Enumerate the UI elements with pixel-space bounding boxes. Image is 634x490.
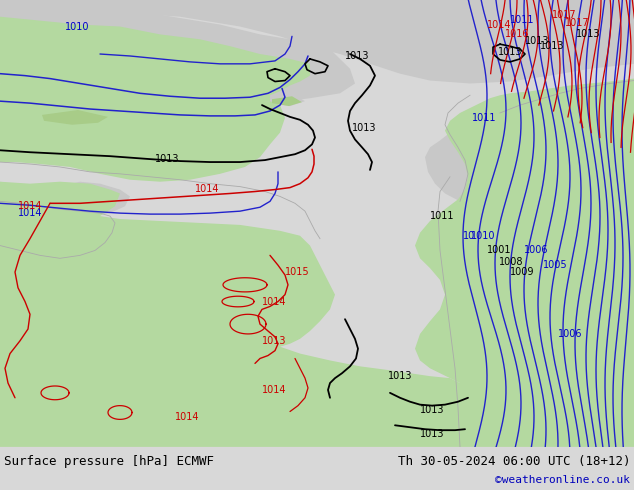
Text: 1013: 1013	[388, 371, 413, 381]
Text: 1009: 1009	[510, 267, 534, 277]
Text: 1006: 1006	[558, 329, 583, 339]
Polygon shape	[40, 108, 110, 125]
Text: 1014: 1014	[262, 296, 287, 307]
Polygon shape	[0, 20, 310, 103]
Text: ©weatheronline.co.uk: ©weatheronline.co.uk	[495, 475, 630, 485]
Text: 1011: 1011	[472, 113, 496, 123]
Polygon shape	[0, 182, 130, 447]
Text: 1010: 1010	[65, 22, 89, 31]
Polygon shape	[0, 17, 110, 36]
Polygon shape	[272, 96, 302, 106]
Text: 1005: 1005	[543, 260, 567, 270]
Text: 1015: 1015	[285, 267, 309, 277]
Polygon shape	[42, 110, 108, 125]
Text: 1016: 1016	[505, 29, 529, 39]
Polygon shape	[0, 0, 355, 113]
Polygon shape	[0, 0, 40, 74]
Text: 1017: 1017	[552, 10, 577, 20]
Text: 1013: 1013	[420, 429, 444, 439]
Text: 1013: 1013	[498, 47, 522, 57]
Text: 1013: 1013	[576, 29, 600, 39]
Text: 1013: 1013	[155, 154, 179, 164]
Polygon shape	[0, 182, 460, 447]
Text: 1001: 1001	[487, 245, 512, 255]
Polygon shape	[270, 95, 305, 106]
Text: 1013: 1013	[540, 41, 564, 51]
Polygon shape	[425, 93, 634, 447]
Text: Surface pressure [hPa] ECMWF: Surface pressure [hPa] ECMWF	[4, 455, 214, 468]
Text: 1014: 1014	[487, 20, 512, 29]
Text: 1014: 1014	[195, 184, 219, 194]
Text: 1013: 1013	[345, 51, 370, 61]
Polygon shape	[0, 17, 270, 108]
Text: 10: 10	[463, 231, 476, 241]
Text: Th 30-05-2024 06:00 UTC (18+12): Th 30-05-2024 06:00 UTC (18+12)	[398, 455, 630, 468]
Text: 1014: 1014	[262, 385, 287, 395]
Text: 1008: 1008	[499, 257, 524, 267]
Text: 1011: 1011	[510, 15, 534, 24]
Text: 1013: 1013	[262, 336, 287, 346]
Text: 1013: 1013	[352, 122, 377, 133]
Polygon shape	[0, 0, 634, 83]
Text: 1010: 1010	[471, 231, 496, 241]
Text: 1014: 1014	[18, 208, 42, 218]
Text: 1013: 1013	[420, 405, 444, 415]
Text: 1011: 1011	[430, 211, 455, 221]
Text: 1006: 1006	[524, 245, 548, 255]
Polygon shape	[0, 83, 285, 182]
Text: 1017: 1017	[565, 18, 590, 27]
Text: 1014: 1014	[175, 413, 200, 422]
Text: 1014: 1014	[18, 201, 42, 211]
Text: 1013: 1013	[525, 36, 550, 46]
Polygon shape	[415, 78, 634, 447]
